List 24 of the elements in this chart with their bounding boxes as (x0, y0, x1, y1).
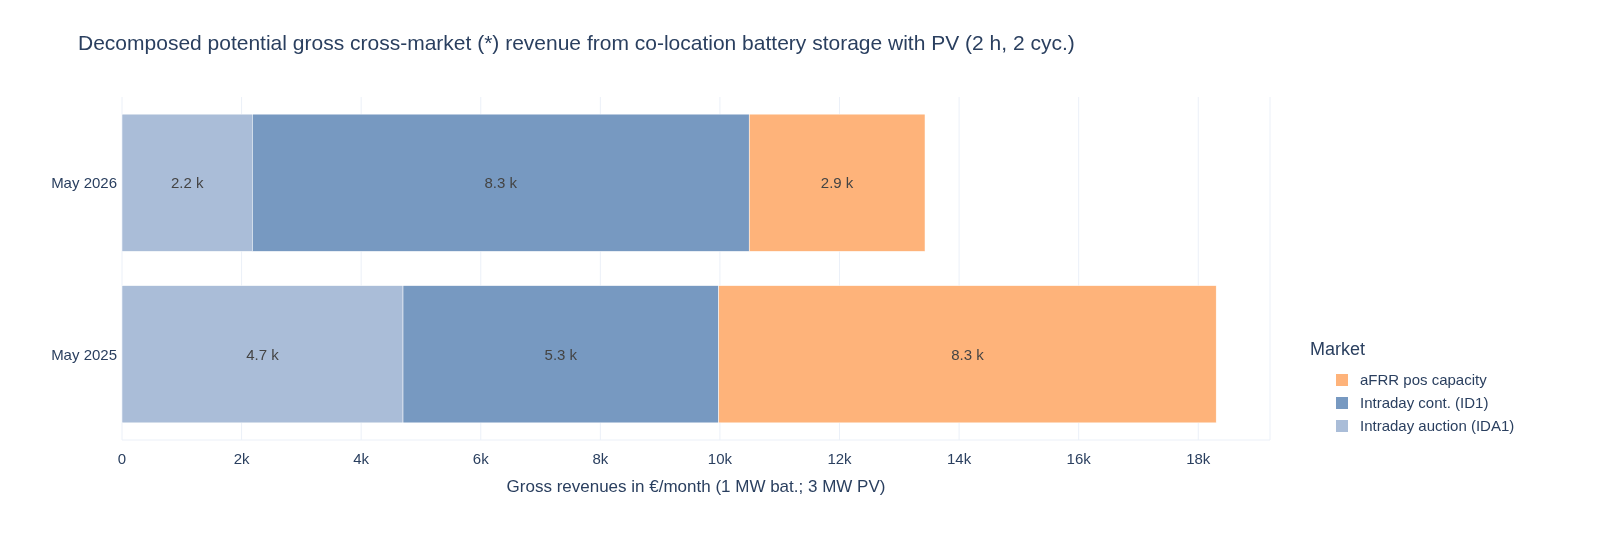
x-tick-label: 0 (117, 450, 127, 467)
y-tick-label: May 2025 (51, 345, 117, 363)
x-tick-label: 4k (353, 450, 370, 467)
legend-title: Market (1310, 339, 1366, 359)
x-tick-label: 10k (707, 450, 733, 467)
legend-label: Intraday auction (IDA1) (1360, 417, 1515, 435)
x-tick-label: 16k (1066, 450, 1092, 467)
data-label: 8.3 k (951, 345, 985, 363)
legend-label: aFRR pos capacity (1360, 371, 1488, 389)
x-tick-label: 12k (827, 450, 853, 467)
data-label: 4.7 k (246, 345, 280, 363)
y-tick-label: May 2026 (51, 174, 117, 191)
data-label: 5.3 k (544, 345, 578, 363)
x-axis-title: Gross revenues in €/month (1 MW bat.; 3 MW PV) (506, 477, 886, 496)
x-tick-label: 14k (946, 450, 972, 467)
data-label: 2.2 k (170, 174, 204, 191)
chart-title: Decomposed potential gross cross-market (*) revenue from co-location battery storage with PV (2 h, 2 cyc.) (78, 31, 1075, 54)
x-tick-label: 2k (233, 450, 250, 467)
x-tick-label: 8k (592, 450, 609, 467)
data-label: 8.3 k (484, 174, 518, 191)
data-label: 2.9 k (820, 174, 854, 191)
x-tick-label: 6k (472, 450, 490, 467)
legend-label: Intraday cont. (ID1) (1360, 394, 1489, 412)
x-tick-label: 18k (1186, 450, 1211, 467)
